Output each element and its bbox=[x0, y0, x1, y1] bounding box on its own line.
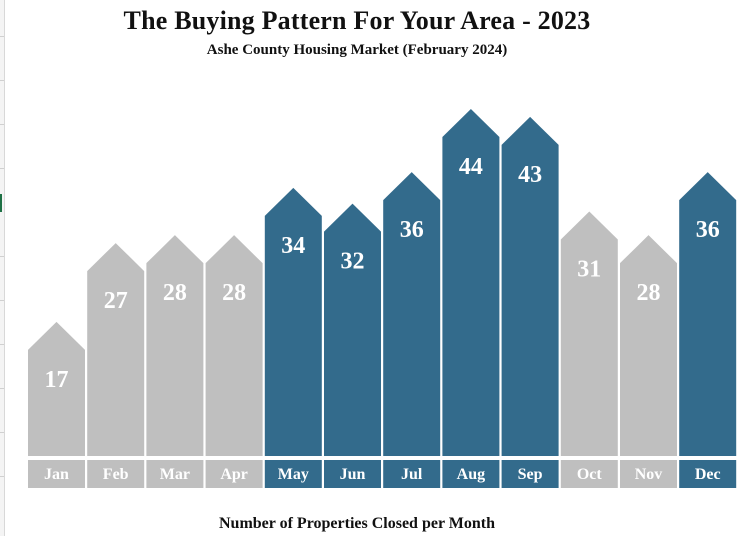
spreadsheet-edge bbox=[0, 0, 5, 536]
data-label-oct: 31 bbox=[577, 257, 601, 283]
bar-aug bbox=[442, 109, 500, 456]
tick-label-jul: Jul bbox=[401, 466, 423, 483]
tick-label-feb: Feb bbox=[103, 466, 129, 483]
category-box-oct bbox=[560, 460, 618, 488]
category-box-mar bbox=[146, 460, 204, 488]
category-box-sep bbox=[501, 460, 559, 488]
bar-dec bbox=[679, 172, 737, 456]
data-label-mar: 28 bbox=[163, 280, 187, 306]
category-box-apr bbox=[205, 460, 263, 488]
selection-marker bbox=[0, 194, 2, 212]
tick-label-mar: Mar bbox=[160, 466, 190, 483]
tick-label-oct: Oct bbox=[577, 466, 603, 483]
bar-oct bbox=[560, 211, 618, 456]
data-label-feb: 27 bbox=[104, 288, 128, 314]
tick-label-nov: Nov bbox=[635, 466, 663, 483]
tick-label-may: May bbox=[278, 466, 309, 483]
chart-subtitle: Ashe County Housing Market (February 202… bbox=[206, 42, 508, 58]
data-label-jul: 36 bbox=[400, 217, 424, 243]
x-axis-caption: Number of Properties Closed per Month bbox=[219, 515, 495, 532]
bar-apr bbox=[205, 235, 263, 456]
bar-jul bbox=[383, 172, 441, 456]
bar-sep bbox=[501, 116, 559, 457]
bar-jan bbox=[28, 321, 85, 456]
tick-label-apr: Apr bbox=[220, 466, 248, 483]
category-box-feb bbox=[87, 460, 145, 488]
category-box-nov bbox=[620, 460, 677, 488]
tick-label-jan: Jan bbox=[44, 466, 69, 483]
tick-label-jun: Jun bbox=[340, 466, 366, 483]
tick-label-aug: Aug bbox=[457, 466, 485, 483]
data-label-jan: 17 bbox=[45, 367, 69, 393]
data-label-dec: 36 bbox=[696, 217, 720, 243]
category-box-aug bbox=[442, 460, 500, 488]
data-label-may: 34 bbox=[281, 233, 305, 259]
bar-nov bbox=[620, 235, 677, 456]
data-label-nov: 28 bbox=[637, 280, 661, 306]
bar-may bbox=[264, 187, 322, 456]
category-box-jan bbox=[28, 460, 85, 488]
bar-mar bbox=[146, 235, 204, 456]
data-label-jun: 32 bbox=[341, 249, 365, 275]
category-box-jul bbox=[383, 460, 441, 488]
bar-feb bbox=[87, 243, 145, 456]
category-box-may bbox=[264, 460, 322, 488]
tick-label-dec: Dec bbox=[695, 466, 721, 483]
data-label-sep: 43 bbox=[518, 162, 542, 188]
category-box-jun bbox=[324, 460, 381, 488]
bar-jun bbox=[324, 203, 381, 456]
chart-title: The Buying Pattern For Your Area - 2023 bbox=[123, 6, 591, 35]
tick-label-sep: Sep bbox=[518, 466, 543, 483]
data-label-apr: 28 bbox=[222, 280, 246, 306]
data-label-aug: 44 bbox=[459, 154, 483, 180]
category-box-dec bbox=[679, 460, 737, 488]
